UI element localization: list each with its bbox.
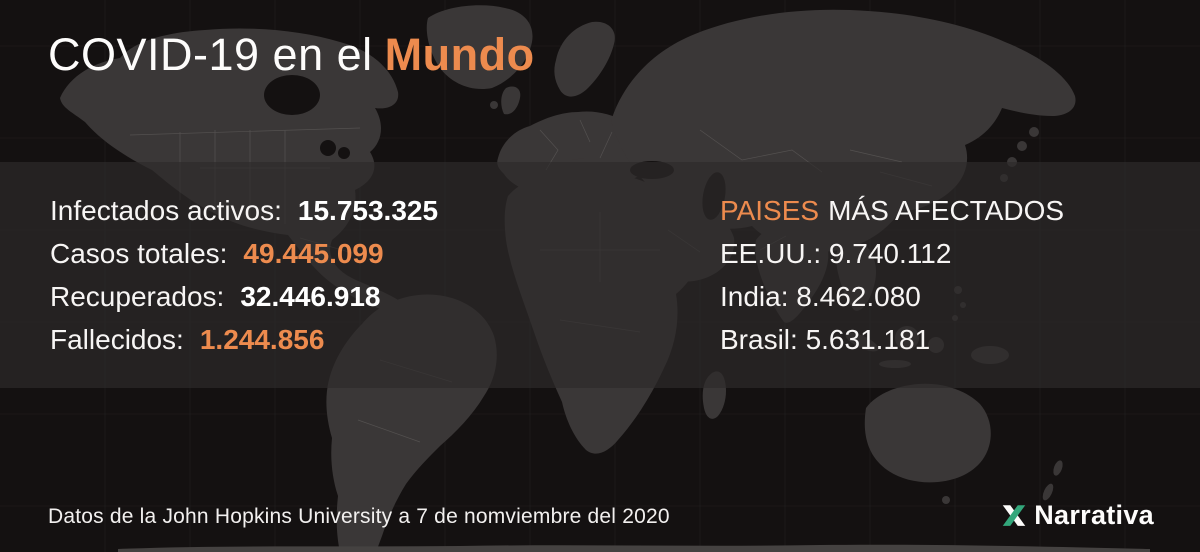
stat-label: Recuperados: — [50, 281, 225, 312]
data-source-note: Datos de la John Hopkins University a 7 … — [48, 505, 670, 528]
narrativa-logo: Narrativa — [999, 497, 1154, 533]
country-value: 5.631.181 — [805, 324, 931, 355]
affected-heading: PAISES MÁS AFECTADOS — [720, 189, 1064, 232]
global-stats: Infectados activos: 15.753.325 Casos tota… — [50, 189, 438, 361]
country-row-brasil: Brasil: 5.631.181 — [720, 318, 1064, 361]
country-value: 8.462.080 — [796, 281, 921, 312]
brand-name: Narrativa — [1034, 499, 1154, 530]
narrativa-n-icon — [1002, 504, 1026, 526]
page-title: COVID-19 en el Mundo — [48, 30, 535, 80]
stat-label: Fallecidos: — [50, 324, 184, 355]
affected-heading-rest: MÁS AFECTADOS — [828, 195, 1065, 226]
stat-row-active: Infectados activos: 15.753.325 — [50, 189, 438, 232]
stat-value: 15.753.325 — [297, 195, 439, 226]
title-highlight: Mundo — [384, 29, 535, 80]
country-separator: : — [813, 238, 829, 269]
country-separator: : — [790, 324, 806, 355]
antarctica-strip — [118, 544, 1150, 552]
most-affected-countries: PAISES MÁS AFECTADOS EE.UU.: 9.740.112 In… — [720, 189, 1064, 361]
country-row-eeuu: EE.UU.: 9.740.112 — [720, 232, 1064, 275]
stat-value: 49.445.099 — [243, 238, 384, 269]
stat-row-recovered: Recuperados: 32.446.918 — [50, 275, 438, 318]
stat-row-total: Casos totales: 49.445.099 — [50, 232, 438, 275]
affected-heading-highlight: PAISES — [720, 195, 820, 226]
country-value: 9.740.112 — [828, 238, 952, 269]
title-prefix: COVID-19 en el — [48, 29, 373, 80]
country-name: EE.UU. — [720, 238, 814, 269]
stat-row-deaths: Fallecidos: 1.244.856 — [50, 318, 438, 361]
country-name: Brasil — [720, 324, 791, 355]
country-name: India — [720, 281, 781, 312]
stat-label: Infectados activos: — [50, 195, 282, 226]
country-row-india: India: 8.462.080 — [720, 275, 1064, 318]
stats-band-overlay — [0, 162, 1200, 388]
stat-label: Casos totales: — [50, 238, 228, 269]
stat-value: 1.244.856 — [199, 324, 325, 355]
stat-value: 32.446.918 — [240, 281, 381, 312]
country-separator: : — [780, 281, 797, 312]
